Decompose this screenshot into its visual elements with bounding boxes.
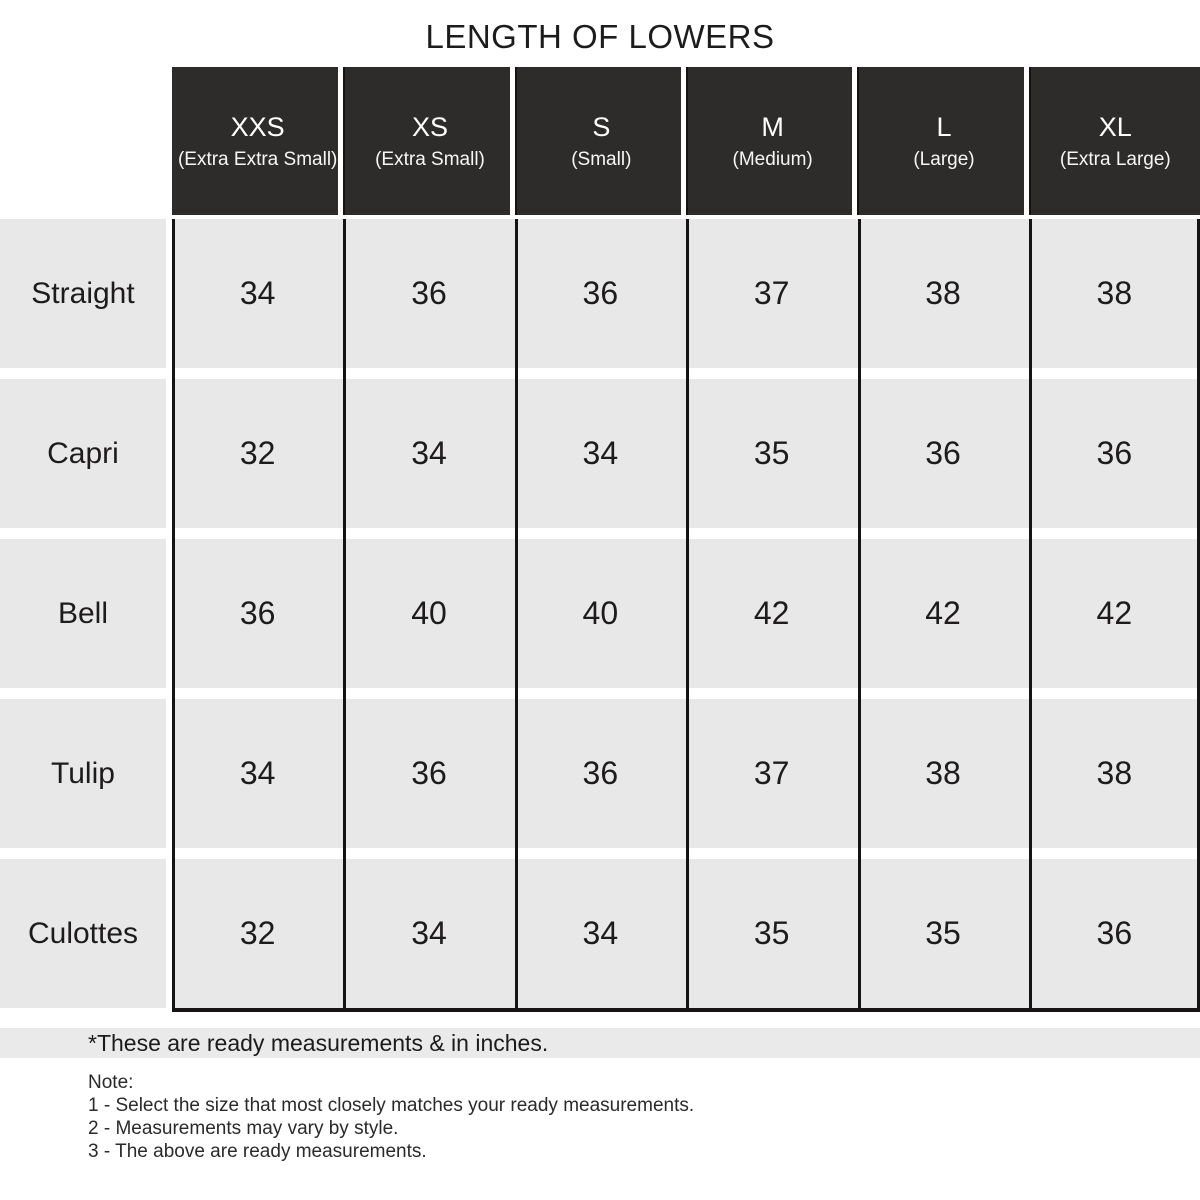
- size-full-label: (Medium): [732, 148, 813, 170]
- column-divider: [1029, 219, 1032, 1012]
- column-header-xs: XS (Extra Small): [343, 67, 515, 215]
- header-row: XXS (Extra Extra Small) XS (Extra Small)…: [172, 67, 1200, 215]
- data-cell: 36: [343, 219, 515, 368]
- data-cell: 34: [514, 859, 686, 1008]
- footnote-band: *These are ready measurements & in inche…: [0, 1028, 1200, 1058]
- size-full-label: (Extra Small): [375, 148, 485, 170]
- footnote-text: *These are ready measurements & in inche…: [88, 1029, 549, 1056]
- notes-label: Note:: [88, 1072, 134, 1093]
- data-cell: 36: [343, 699, 515, 848]
- row-label-culottes: Culottes: [0, 859, 166, 1008]
- data-cell: 36: [172, 539, 344, 688]
- column-header-m: M (Medium): [685, 67, 858, 215]
- data-cell: 38: [857, 699, 1029, 848]
- size-abbr-label: XL: [1098, 111, 1132, 142]
- data-cell: 32: [172, 379, 344, 528]
- data-cell: 42: [1028, 539, 1200, 688]
- data-cell: 34: [514, 379, 686, 528]
- page-title: LENGTH OF LOWERS: [425, 18, 775, 55]
- data-cell: 40: [343, 539, 515, 688]
- column-divider: [1197, 219, 1200, 1012]
- data-cell: 36: [514, 219, 686, 368]
- data-cell: 38: [1028, 699, 1200, 848]
- size-full-label: (Extra Extra Small): [177, 148, 338, 170]
- data-cell: 36: [1028, 859, 1200, 1008]
- data-cell: 34: [343, 859, 515, 1008]
- row-label-tulip: Tulip: [0, 699, 166, 848]
- row-label-bell: Bell: [0, 539, 166, 688]
- note-item: 1 - Select the size that most closely ma…: [88, 1095, 695, 1116]
- column-header-xxs: XXS (Extra Extra Small): [172, 67, 344, 215]
- data-cell: 42: [685, 539, 858, 688]
- data-cell: 34: [172, 699, 344, 848]
- size-abbr-label: L: [936, 111, 952, 142]
- size-abbr-label: S: [592, 111, 611, 142]
- notes-block: Note: 1 - Select the size that most clos…: [88, 1071, 694, 1163]
- data-cell: 34: [343, 379, 515, 528]
- column-divider: [343, 219, 346, 1012]
- data-cell: 35: [685, 859, 858, 1008]
- data-cell: 37: [685, 219, 858, 368]
- size-full-label: (Small): [571, 148, 632, 170]
- column-header-s: S (Small): [514, 67, 686, 215]
- data-cell: 32: [172, 859, 344, 1008]
- data-cell: 38: [857, 219, 1029, 368]
- table-body: 34 36 36 37 38 38 32 34 34 35 36 36 36 4…: [172, 219, 1200, 1012]
- data-cell: 36: [514, 699, 686, 848]
- size-full-label: (Large): [913, 148, 975, 170]
- row-labels-column: Straight Capri Bell Tulip Culottes: [0, 219, 166, 1019]
- data-cell: 42: [857, 539, 1029, 688]
- column-divider: [686, 219, 689, 1012]
- size-abbr-label: M: [761, 111, 784, 142]
- column-divider: [172, 219, 175, 1012]
- data-cell: 40: [514, 539, 686, 688]
- data-cell: 35: [857, 859, 1029, 1008]
- note-item: 3 - The above are ready measurements.: [88, 1141, 427, 1162]
- column-header-xl: XL (Extra Large): [1028, 67, 1200, 215]
- data-cell: 36: [1028, 379, 1200, 528]
- data-cell: 36: [857, 379, 1029, 528]
- data-cell: 35: [685, 379, 858, 528]
- table-bottom-border: [172, 1008, 1200, 1012]
- column-divider: [515, 219, 518, 1012]
- row-label-straight: Straight: [0, 219, 166, 368]
- data-cell: 38: [1028, 219, 1200, 368]
- data-cell: 34: [172, 219, 344, 368]
- size-abbr-label: XXS: [230, 111, 285, 142]
- note-item: 2 - Measurements may vary by style.: [88, 1118, 399, 1139]
- column-divider: [858, 219, 861, 1012]
- data-cell: 37: [685, 699, 858, 848]
- size-full-label: (Extra Large): [1059, 148, 1171, 170]
- column-header-l: L (Large): [857, 67, 1029, 215]
- row-label-capri: Capri: [0, 379, 166, 528]
- size-abbr-label: XS: [411, 111, 448, 142]
- table-cells: 34 36 36 37 38 38 32 34 34 35 36 36 36 4…: [172, 219, 1200, 1008]
